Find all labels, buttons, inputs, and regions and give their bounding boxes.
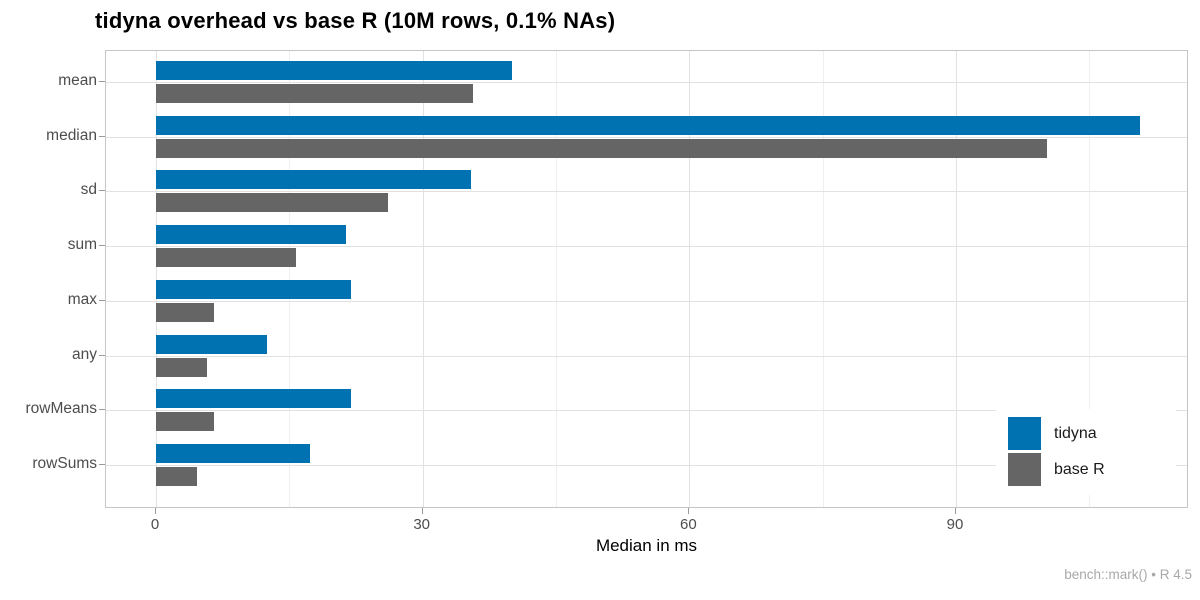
x-axis-tick-label: 0	[150, 516, 160, 533]
bar-tidyna-mean	[156, 61, 513, 80]
y-axis-label-median: median	[46, 126, 97, 144]
x-axis-title: Median in ms	[595, 536, 698, 555]
y-axis-tick	[99, 190, 105, 192]
bar-base-R-sum	[156, 248, 296, 268]
y-axis-label-any: any	[72, 345, 97, 363]
legend-entry-base-R: base R	[996, 453, 1176, 487]
gridline-minor	[822, 51, 824, 507]
x-axis-tick-label: 90	[946, 516, 964, 533]
y-axis-tick	[99, 299, 105, 301]
y-axis-tick	[99, 245, 105, 247]
y-axis-tick	[99, 463, 105, 465]
y-axis-label-sd: sd	[80, 181, 97, 199]
gridline-major	[956, 51, 957, 507]
y-axis-label-rowSums: rowSums	[32, 454, 97, 472]
gridline-major	[689, 51, 691, 507]
caption: bench::mark() • R 4.5	[1064, 567, 1192, 582]
chart-title: tidyna overhead vs base R (10M rows, 0.1…	[95, 8, 616, 33]
legend-entry-tidyna: tidyna	[996, 417, 1176, 451]
x-axis-tick	[155, 508, 156, 514]
gridline-horizontal	[106, 410, 1187, 412]
legend-swatch-tidyna	[1008, 417, 1041, 450]
bar-tidyna-max	[156, 279, 351, 299]
bar-base-R-mean	[156, 84, 474, 103]
gridline-minor	[1089, 51, 1091, 507]
legend-label-tidyna: tidyna	[1054, 425, 1097, 442]
y-axis-label-rowMeans: rowMeans	[25, 400, 98, 418]
gridline-horizontal	[106, 82, 1187, 83]
gridline-horizontal	[106, 246, 1187, 248]
bar-base-R-sd	[156, 193, 388, 213]
y-axis-tick	[99, 135, 105, 137]
y-axis-tick	[99, 354, 105, 356]
bar-tidyna-any	[156, 334, 268, 354]
gridline-horizontal	[106, 355, 1187, 357]
y-axis-label-max: max	[67, 290, 97, 308]
bar-tidyna-median	[156, 115, 1140, 135]
plot-panel: tidyna base R	[105, 50, 1188, 508]
bar-tidyna-sd	[156, 170, 471, 190]
gridline-minor	[289, 51, 291, 507]
gridline-horizontal	[106, 464, 1187, 466]
x-axis-tick	[688, 508, 690, 514]
bar-base-R-rowSums	[156, 466, 197, 486]
gridline-minor	[556, 51, 557, 507]
bar-tidyna-rowMeans	[156, 389, 351, 409]
legend-swatch-base-R	[1008, 453, 1041, 486]
legend-label-base-R: base R	[1054, 461, 1105, 478]
bar-base-R-max	[156, 302, 214, 322]
bar-base-R-any	[156, 357, 207, 377]
bar-base-R-rowMeans	[156, 412, 214, 432]
gridline-major	[156, 51, 157, 507]
bar-base-R-median	[156, 138, 1047, 158]
x-axis-tick-label: 60	[679, 516, 697, 533]
bar-tidyna-sum	[156, 225, 347, 245]
gridline-horizontal	[106, 136, 1187, 138]
gridline-horizontal	[106, 300, 1187, 302]
y-axis-tick	[99, 409, 105, 411]
gridline-major	[422, 51, 424, 507]
y-axis-label-mean: mean	[58, 72, 97, 89]
legend: tidyna base R	[996, 409, 1176, 495]
y-axis-label-sum: sum	[67, 236, 97, 254]
x-axis-tick	[955, 508, 956, 514]
bar-tidyna-rowSums	[156, 443, 310, 463]
x-axis-tick	[421, 508, 423, 514]
x-axis-tick-label: 30	[413, 516, 430, 533]
y-axis-tick	[99, 81, 105, 82]
gridline-horizontal	[106, 191, 1187, 193]
